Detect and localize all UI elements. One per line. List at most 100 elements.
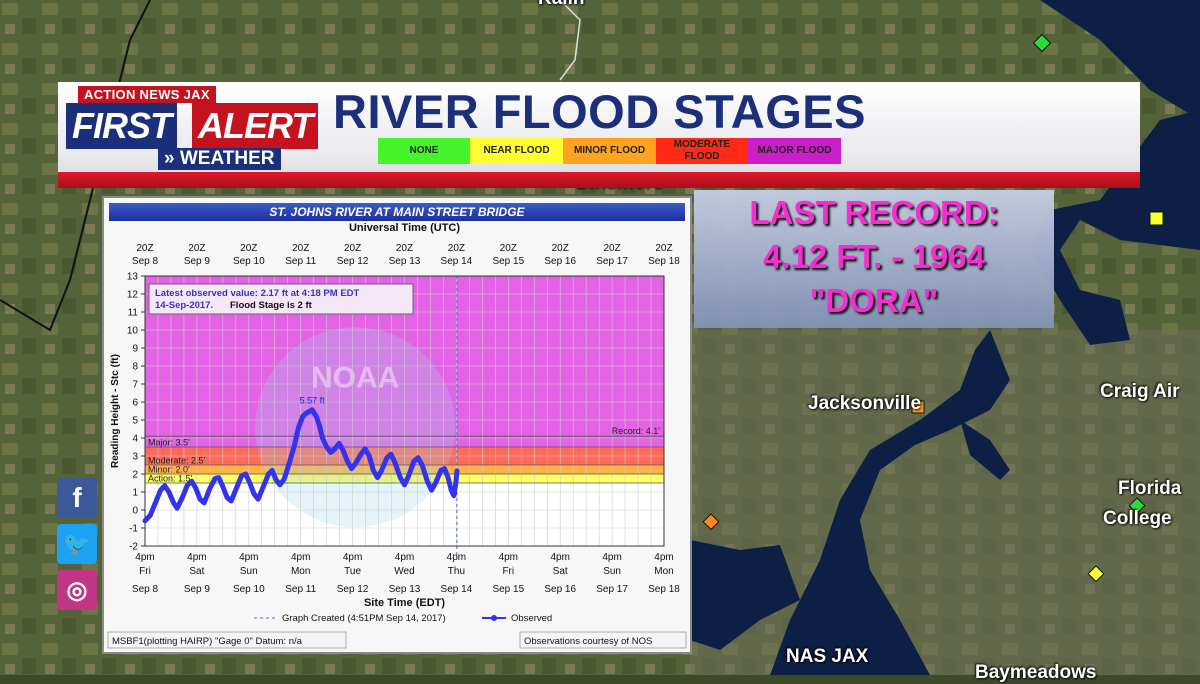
facebook-icon[interactable]: f: [57, 478, 97, 518]
observed-point: [454, 481, 458, 485]
instagram-glyph: ◎: [66, 576, 88, 604]
observed-point: [153, 501, 157, 505]
observed-point: [292, 443, 297, 447]
bottom-tick-date: Sep 18: [648, 584, 680, 595]
observed-point: [221, 485, 225, 489]
bottom-tick-date: Sep 14: [441, 584, 473, 595]
twitter-glyph: 🐦: [63, 531, 91, 556]
logo-weather-text: WEATHER: [179, 148, 275, 169]
observed-point: [148, 513, 152, 517]
observed-point: [270, 468, 274, 472]
observed-point: [266, 472, 271, 476]
legend-major-flood-label: MAJOR FLOOD: [757, 145, 832, 156]
observed-point: [252, 492, 256, 496]
observed-point: [256, 497, 260, 501]
minor-stage-label: Minor: 2.0': [148, 465, 190, 475]
observed-point: [337, 441, 341, 445]
latest-value-date: 14-Sep-2017.: [155, 300, 213, 311]
observed-point: [333, 447, 337, 451]
observed-point: [261, 485, 265, 489]
noaa-watermark-text: NOAA: [311, 362, 399, 395]
logo-weather: » WEATHER: [158, 148, 281, 170]
observed-point: [349, 467, 354, 471]
observed-point: [354, 461, 358, 465]
bottom-tick-date: Sep 17: [596, 584, 628, 595]
top-tick-date: Sep 14: [441, 256, 473, 267]
action-stage-label: Action: 1.5': [148, 474, 193, 484]
y-tick-label: 13: [127, 272, 139, 283]
bottom-tick-time: 4pm: [447, 552, 466, 563]
legend-minor-flood: MINOR FLOOD: [563, 138, 656, 164]
bottom-tick-day: Sun: [603, 566, 621, 577]
observed-point: [225, 495, 229, 499]
twitter-icon[interactable]: 🐦: [57, 524, 97, 564]
bottom-tick-day: Sat: [189, 566, 204, 577]
bottom-tick-day: Fri: [502, 566, 514, 577]
bottom-tick-day: Sat: [553, 566, 568, 577]
top-tick-time: 20Z: [344, 243, 361, 254]
map-label-kalin: Kalin: [538, 0, 584, 10]
observed-point: [301, 414, 305, 418]
observed-point: [420, 463, 424, 467]
x-axis-title: Site Time (EDT): [364, 597, 445, 609]
bottom-tick-day: Thu: [448, 566, 465, 577]
legend-none: NONE: [378, 138, 470, 164]
top-tick-date: Sep 10: [233, 256, 265, 267]
y-tick-label: 1: [132, 488, 138, 499]
bottom-tick-day: Fri: [139, 566, 151, 577]
record-line-2: 4.12 FT. - 1964: [763, 238, 985, 275]
top-tick-time: 20Z: [188, 243, 205, 254]
plot-border: [144, 275, 665, 547]
observed-point: [363, 447, 367, 451]
bottom-tick-date: Sep 13: [389, 584, 421, 595]
flood-stage-note: Flood Stage is 2 ft: [230, 300, 313, 311]
observed-point: [412, 459, 416, 463]
top-tick-date: Sep 8: [132, 256, 159, 267]
map-label-florida: Florida: [1118, 478, 1182, 499]
y-tick-label: 3: [132, 452, 138, 463]
latest-value-box: [148, 283, 414, 315]
y-tick-label: -1: [129, 524, 138, 535]
top-tick-time: 20Z: [655, 243, 672, 254]
observed-legend-label: Observed: [511, 613, 552, 624]
observed-point: [402, 483, 407, 487]
bottom-tick-day: Wed: [394, 566, 414, 577]
observed-point: [314, 414, 318, 418]
bottom-tick-date: Sep 12: [337, 584, 369, 595]
observed-point: [429, 488, 434, 492]
page-title: RIVER FLOOD STAGES: [333, 85, 866, 138]
bottom-tick-time: 4pm: [291, 552, 310, 563]
legend-minor-flood-label: MINOR FLOOD: [573, 145, 646, 156]
bottom-tick-date: Sep 16: [544, 584, 576, 595]
y-tick-label: 8: [132, 362, 138, 373]
observed-point: [244, 472, 248, 476]
top-tick-time: 20Z: [552, 243, 569, 254]
y-tick-label: 7: [132, 380, 138, 391]
observed-point: [393, 461, 397, 465]
bottom-tick-time: 4pm: [550, 552, 569, 563]
y-tick-label: 0: [132, 506, 138, 517]
y-tick-label: 11: [128, 308, 139, 319]
observed-point: [371, 468, 375, 472]
major-stage-label: Major: 3.5': [148, 438, 190, 448]
bottom-tick-day: Mon: [654, 566, 673, 577]
observed-point: [452, 494, 456, 498]
created-legend-label: Graph Created (4:51PM Sep 14, 2017): [282, 613, 446, 624]
observed-point: [398, 476, 402, 480]
observed-point: [190, 479, 194, 483]
y-axis-title: Reading Height - Stc (ft): [110, 354, 121, 468]
bottom-tick-date: Sep 10: [233, 584, 265, 595]
observed-point: [345, 459, 350, 463]
top-tick-date: Sep 13: [389, 256, 421, 267]
instagram-icon[interactable]: ◎: [57, 570, 97, 610]
top-tick-date: Sep 15: [492, 256, 524, 267]
observed-point: [213, 476, 217, 481]
observed-point: [425, 479, 429, 483]
legend-near-flood-label: NEAR FLOOD: [483, 145, 550, 156]
observed-point: [416, 456, 420, 460]
bottom-tick-date: Sep 11: [285, 584, 316, 595]
observed-point: [439, 468, 443, 472]
top-tick-time: 20Z: [603, 243, 620, 254]
observed-point: [442, 467, 447, 471]
record-box: LAST RECORD: 4.12 FT. - 1964 "DORA": [694, 190, 1054, 328]
